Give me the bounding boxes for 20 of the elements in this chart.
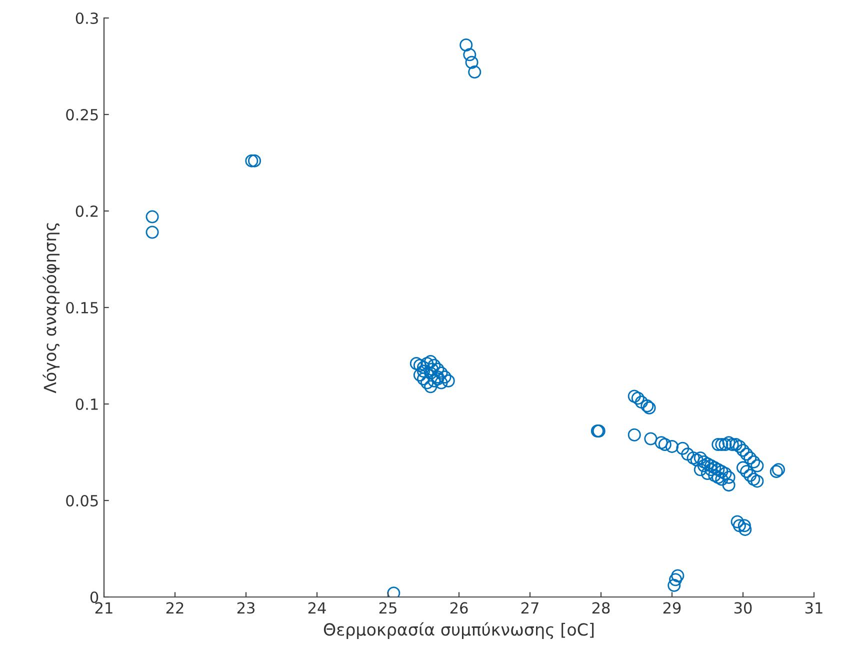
x-tick-label: 29 — [663, 602, 681, 614]
y-tick-label: 0.05 — [66, 494, 98, 507]
y-tick-label: 0.25 — [66, 108, 98, 121]
y-tick-label: 0 — [90, 591, 98, 604]
y-tick-label: 0.3 — [76, 12, 98, 24]
x-tick-label: 24 — [308, 602, 326, 614]
x-tick-label: 27 — [521, 602, 538, 614]
y-tick-label: 0.2 — [76, 205, 98, 218]
x-tick-label: 22 — [166, 602, 184, 614]
y-tick-label: 0.15 — [66, 302, 98, 314]
x-tick-label: 30 — [734, 602, 752, 614]
x-tick-label: 31 — [805, 602, 822, 614]
x-axis-title: Θερμοκρασία συμπύκνωσης [oC] — [324, 622, 594, 640]
x-tick-label: 26 — [450, 602, 468, 614]
y-axis-title: Λόγος αναρρόφησης — [42, 223, 60, 394]
y-tick-label: 0.1 — [76, 398, 98, 410]
x-tick-label: 21 — [95, 602, 112, 614]
x-tick-label: 23 — [237, 602, 254, 614]
x-tick-label: 25 — [379, 602, 396, 614]
x-tick-label: 28 — [592, 602, 610, 614]
